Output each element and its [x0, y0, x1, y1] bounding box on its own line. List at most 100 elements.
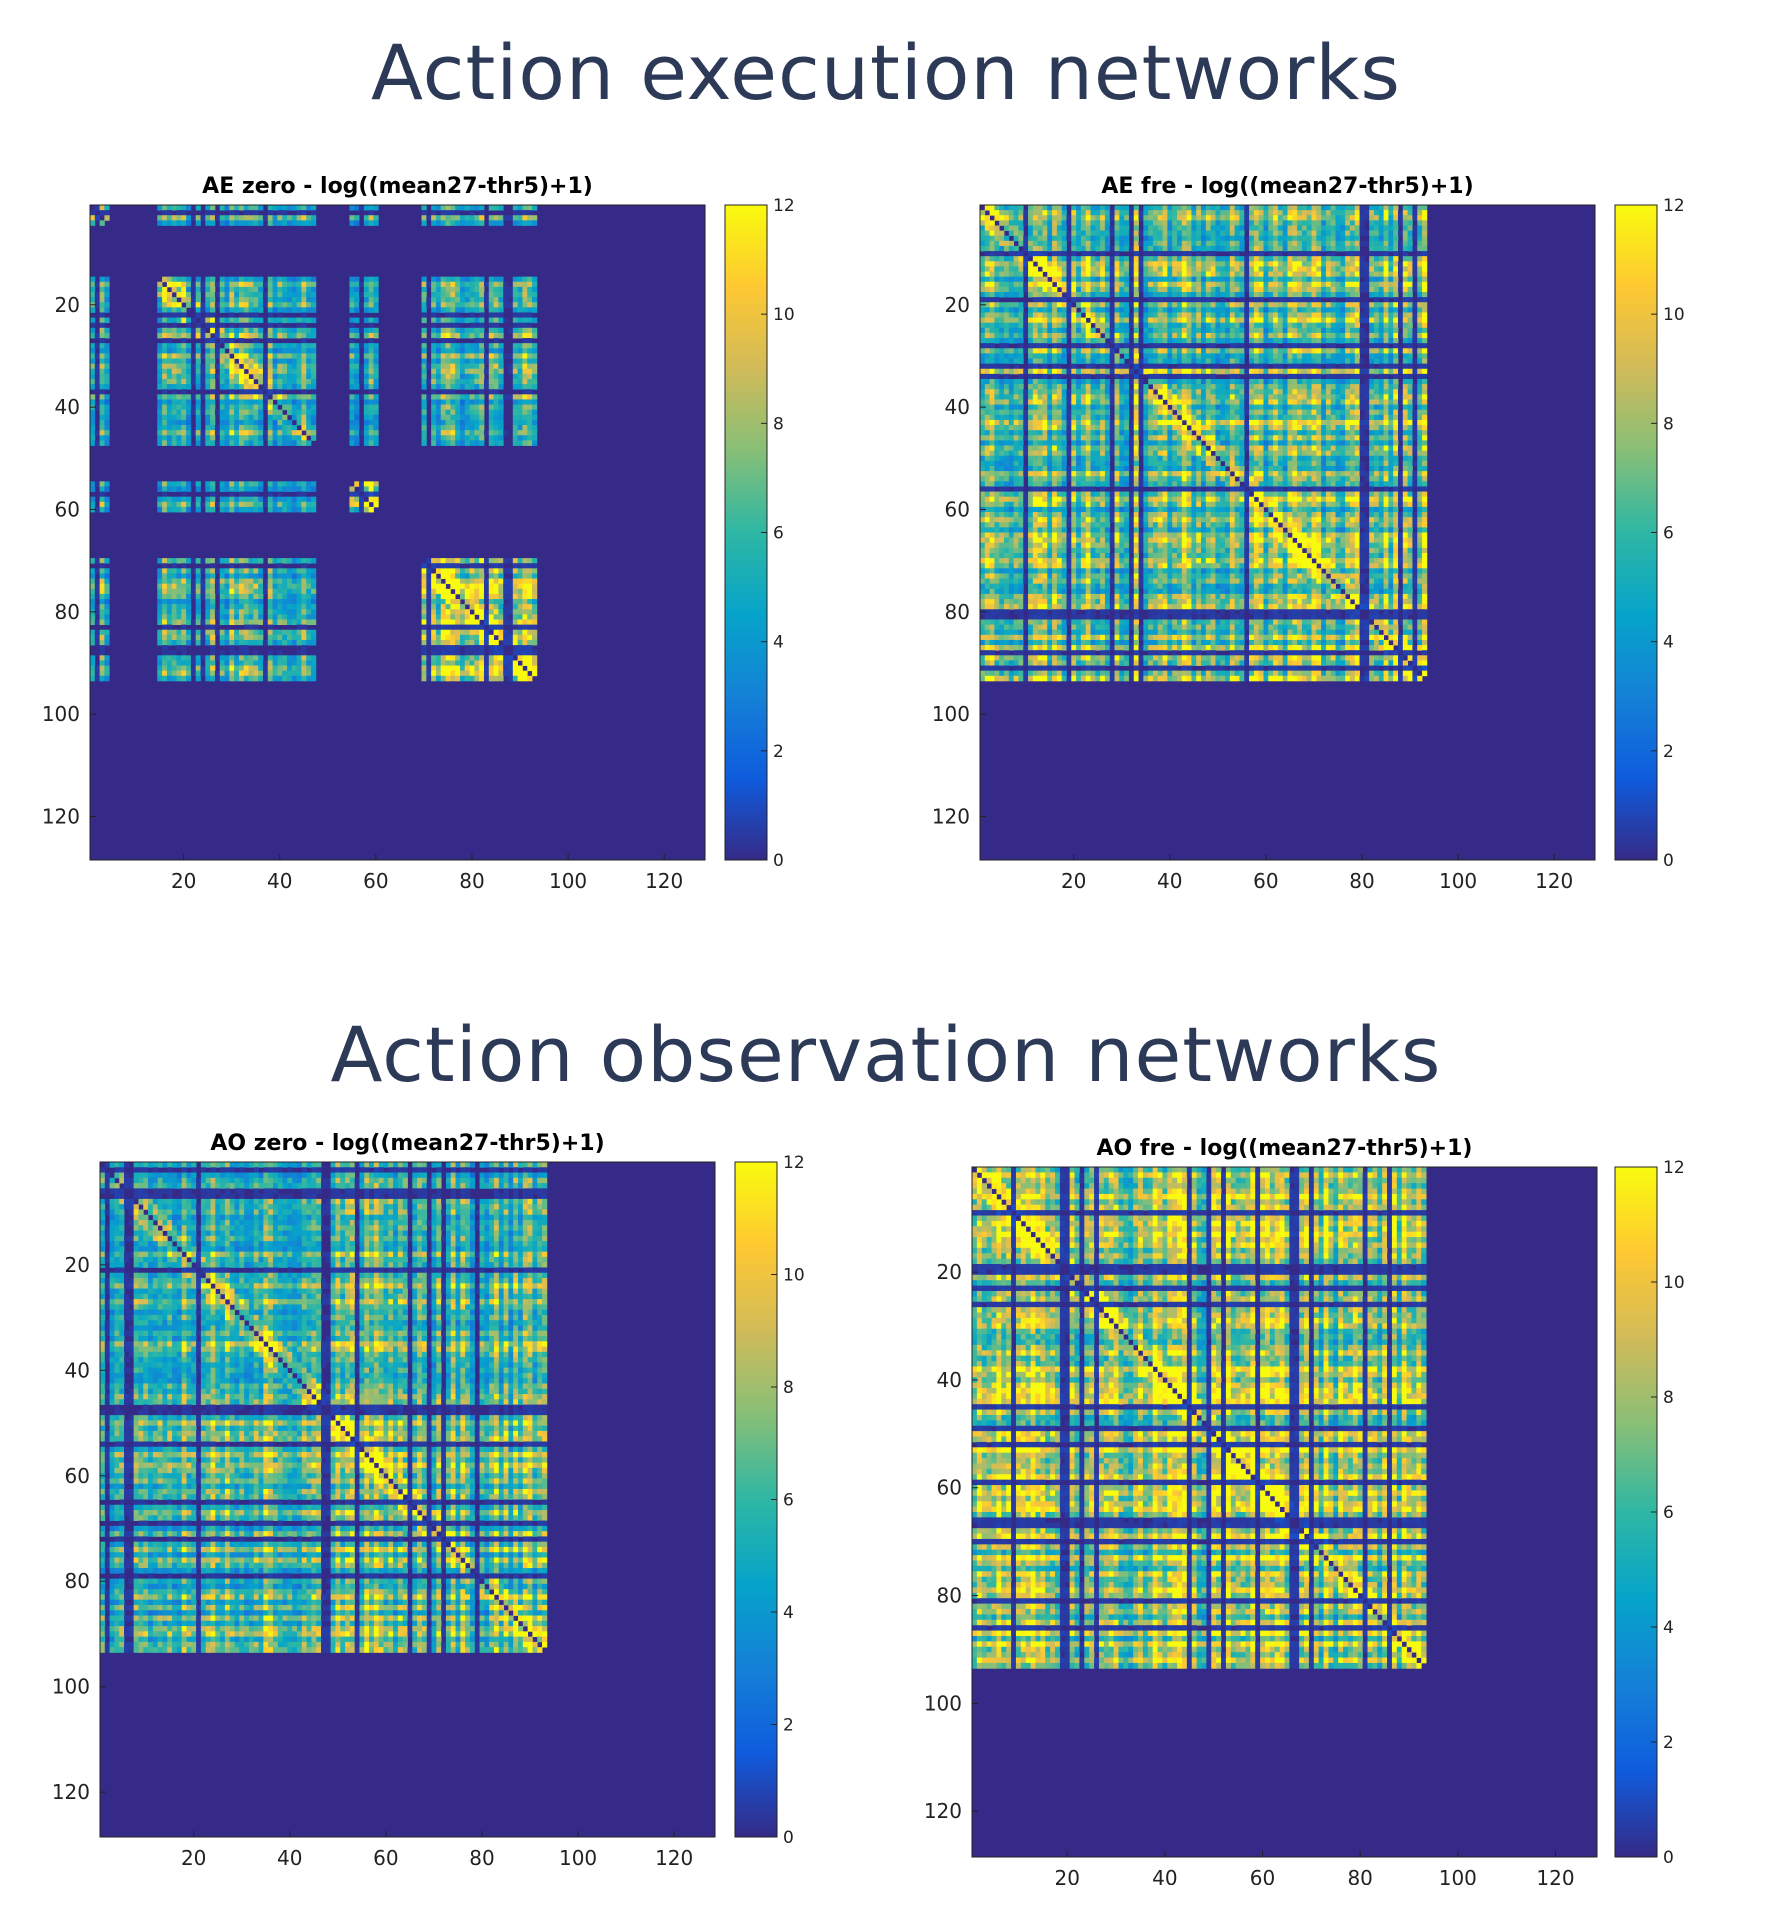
- heatmap-cell: [1066, 261, 1072, 267]
- heatmap-cell: [219, 409, 225, 416]
- heatmap-cell: [464, 343, 470, 349]
- heatmap-cell: [214, 440, 221, 446]
- heatmap-cell: [455, 353, 461, 359]
- heatmap-cell: [253, 604, 259, 610]
- heatmap-cell: [532, 353, 538, 359]
- heatmap-cell: [282, 583, 288, 590]
- heatmap-cell: [171, 588, 177, 595]
- heatmap-cell: [282, 343, 288, 349]
- heatmap-cell: [272, 639, 278, 646]
- heatmap-cell: [272, 604, 278, 610]
- heatmap-cell: [517, 665, 523, 672]
- heatmap-cell: [99, 409, 105, 416]
- heatmap-cell: [286, 343, 293, 349]
- heatmap-cell: [210, 655, 216, 661]
- heatmap-cell: [277, 389, 283, 395]
- heatmap-cell: [272, 291, 278, 298]
- heatmap-cell: [1388, 215, 1394, 221]
- heatmap-cell: [1167, 205, 1173, 211]
- heatmap-cell: [469, 276, 475, 283]
- heatmap-cell: [1402, 205, 1409, 211]
- heatmap-cell: [248, 609, 254, 615]
- heatmap-cell: [181, 281, 187, 288]
- heatmap-cell: [291, 655, 297, 661]
- heatmap-cell: [1258, 281, 1264, 288]
- heatmap-cell: [474, 670, 480, 677]
- heatmap-cell: [229, 205, 235, 211]
- heatmap-cell: [459, 430, 466, 436]
- heatmap-cell: [522, 660, 528, 666]
- heatmap-cell: [522, 205, 528, 211]
- heatmap-cell: [431, 363, 437, 370]
- heatmap-cell: [219, 604, 225, 610]
- heatmap-cell: [200, 670, 206, 677]
- heatmap-cell: [253, 327, 259, 334]
- heatmap-cell: [238, 486, 245, 492]
- heatmap-cell: [157, 286, 163, 293]
- heatmap-cell: [517, 312, 523, 318]
- heatmap-cell: [522, 435, 528, 441]
- heatmap-cell: [286, 588, 293, 595]
- heatmap-cell: [1201, 276, 1207, 283]
- heatmap-cell: [445, 358, 451, 365]
- heatmap-cell: [166, 327, 173, 334]
- heatmap-cell: [474, 588, 480, 595]
- heatmap-cell: [166, 614, 173, 620]
- heatmap-cell: [258, 670, 264, 677]
- heatmap-cell: [166, 660, 173, 666]
- heatmap-cell: [311, 414, 317, 421]
- heatmap-cell: [431, 384, 437, 390]
- heatmap-cell: [522, 650, 528, 656]
- heatmap-cell: [1253, 276, 1260, 283]
- heatmap-cell: [426, 639, 432, 646]
- heatmap-cell: [1398, 220, 1404, 226]
- heatmap-cell: [272, 501, 278, 508]
- heatmap-cell: [219, 378, 225, 385]
- heatmap-cell: [234, 286, 240, 293]
- heatmap-cell: [262, 670, 269, 677]
- heatmap-cell: [258, 291, 264, 298]
- heatmap-cell: [1412, 271, 1418, 278]
- heatmap-cell: [1345, 235, 1351, 242]
- heatmap-cell: [157, 297, 163, 303]
- heatmap-cell: [349, 363, 355, 370]
- heatmap-cell: [508, 215, 514, 221]
- heatmap-cell: [354, 343, 360, 349]
- heatmap-cell: [1282, 210, 1288, 216]
- heatmap-cell: [210, 624, 216, 631]
- heatmap-cell: [229, 332, 235, 339]
- heatmap-cell: [162, 307, 168, 313]
- heatmap-cell: [488, 614, 494, 620]
- heatmap-cell: [483, 609, 490, 615]
- heatmap-cell: [532, 634, 538, 641]
- heatmap-cell: [1273, 251, 1279, 257]
- heatmap-cell: [508, 604, 514, 610]
- heatmap-cell: [210, 645, 216, 651]
- heatmap-cell: [1047, 240, 1053, 247]
- heatmap-cell: [162, 614, 168, 620]
- heatmap-cell: [464, 368, 470, 375]
- heatmap-cell: [90, 220, 96, 226]
- heatmap-cell: [1061, 235, 1067, 242]
- heatmap-cell: [291, 353, 297, 359]
- heatmap-cell: [1215, 256, 1221, 262]
- heatmap-cell: [1383, 205, 1389, 211]
- heatmap-cell: [267, 358, 273, 365]
- heatmap-cell: [431, 609, 437, 615]
- heatmap-cell: [488, 650, 494, 656]
- heatmap-cell: [1042, 225, 1048, 231]
- heatmap-cell: [421, 297, 427, 303]
- heatmap-cell: [1345, 220, 1351, 226]
- heatmap-cell: [498, 440, 504, 446]
- heatmap-cell: [450, 384, 456, 390]
- heatmap-cell: [157, 604, 163, 610]
- heatmap-cell: [210, 414, 216, 421]
- heatmap-cell: [224, 558, 230, 564]
- heatmap-cell: [301, 409, 307, 416]
- heatmap-cell: [162, 604, 168, 610]
- heatmap-cell: [1244, 276, 1250, 283]
- heatmap-cell: [1210, 235, 1216, 242]
- heatmap-cell: [474, 286, 480, 293]
- heatmap-cell: [181, 220, 187, 226]
- heatmap-cell: [296, 358, 302, 365]
